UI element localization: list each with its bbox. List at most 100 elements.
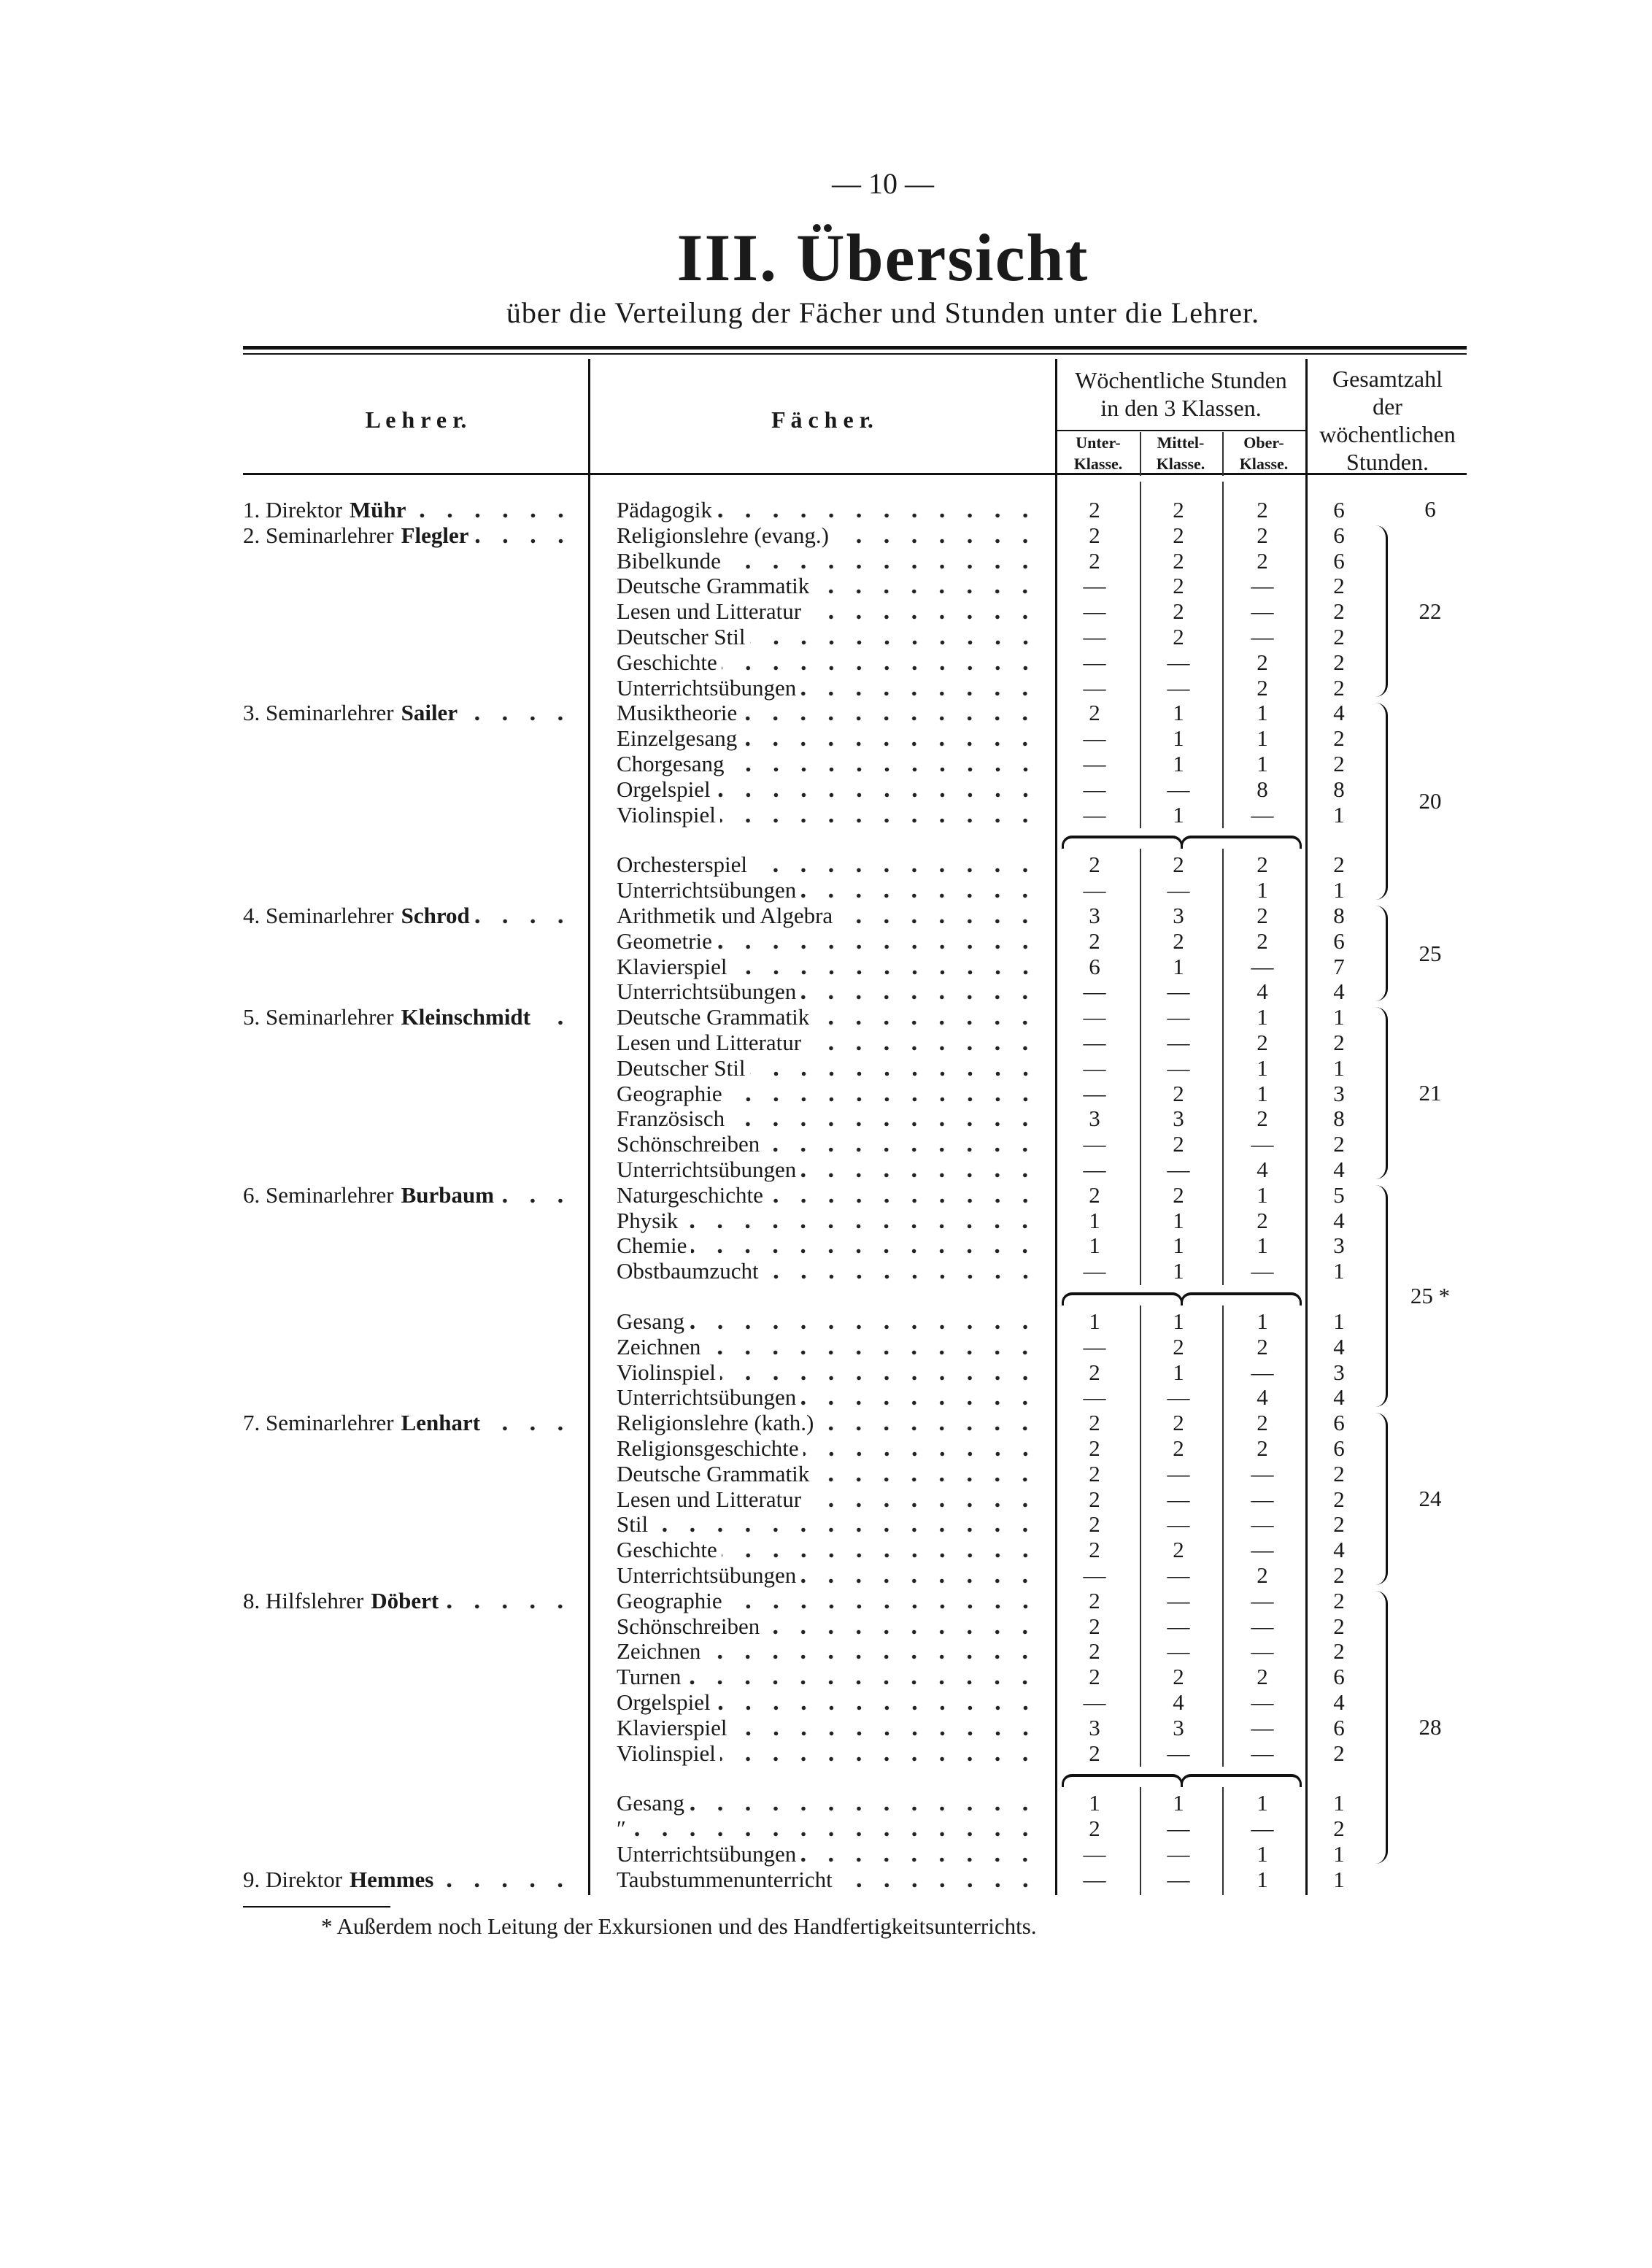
- row-total-cell: 8: [1333, 1106, 1345, 1132]
- row-total-cell: 4: [1333, 1384, 1345, 1411]
- table-row: Violinspiel — 1 — 1: [0, 801, 1652, 828]
- hours-lower-cell: 2: [1089, 1664, 1100, 1690]
- teacher-cell: 3. Seminarlehrer Sailer: [243, 700, 579, 726]
- table-row: Bibelkunde 2 2 2 6: [0, 547, 1652, 574]
- dot-leader: [741, 700, 1039, 726]
- hours-upper-cell: 2: [1257, 1333, 1268, 1359]
- table-row: Unterrichtsübungen — — 2 2: [0, 674, 1652, 701]
- subject-cell: Unterrichtsübungen: [617, 979, 1043, 1005]
- table-row: Lesen und Litteratur — — 2 2: [0, 1030, 1652, 1055]
- subject-cell: Lesen und Litteratur: [617, 598, 1043, 625]
- subject-cell: Obstbaumzucht: [617, 1258, 1043, 1284]
- table-row: Deutsche Grammatik — 2 — 2: [0, 573, 1652, 599]
- dot-leader: [763, 1258, 1039, 1284]
- class-lower-line1: Unter-: [1076, 433, 1121, 452]
- hours-upper-cell: 1: [1257, 1841, 1268, 1867]
- subject-cell: Arithmetik und Algebra: [617, 903, 1043, 928]
- row-total-cell: 2: [1333, 1638, 1345, 1665]
- hours-lower-cell: 1: [1089, 1207, 1100, 1233]
- class-column-divider: [1140, 482, 1141, 829]
- teacher-total-brace: [1375, 1590, 1388, 1864]
- dot-leader: [800, 674, 1039, 701]
- dot-leader: [725, 547, 1039, 574]
- row-total-cell: 7: [1333, 953, 1345, 979]
- subject-cell: Zeichnen: [617, 1333, 1043, 1359]
- hours-upper-cell: 2: [1257, 1207, 1268, 1233]
- hours-lower-cell: —: [1083, 1004, 1106, 1030]
- subject-name: Unterrichtsübungen: [617, 877, 797, 903]
- hours-lower-cell: 2: [1089, 547, 1100, 574]
- hours-lower-cell: 2: [1089, 1486, 1100, 1512]
- hours-middle-cell: —: [1167, 776, 1190, 802]
- hours-upper-cell: 1: [1257, 1080, 1268, 1106]
- row-total-cell: 2: [1333, 1816, 1345, 1842]
- hours-middle-cell: —: [1167, 1587, 1190, 1613]
- subject-name: Lesen und Litteratur: [617, 1030, 802, 1055]
- hours-lower-cell: 2: [1089, 1740, 1100, 1766]
- teacher-cell: 1. Direktor Mühr: [243, 497, 579, 522]
- hours-lower-cell: —: [1083, 1562, 1106, 1588]
- dot-leader: [719, 1359, 1039, 1385]
- dot-leader: [726, 1080, 1039, 1106]
- table-row: Unterrichtsübungen — — 1 1: [0, 877, 1652, 903]
- dot-leader: [806, 598, 1039, 625]
- teacher-total: 24: [1419, 1486, 1442, 1511]
- column-divider-subject: [1055, 359, 1057, 1895]
- total-line3: wöchentlichen: [1319, 421, 1456, 447]
- hours-middle-cell: 2: [1173, 1537, 1184, 1563]
- subject-cell: Geschichte: [617, 649, 1043, 675]
- table-row: Turnen 2 2 2 6: [0, 1664, 1652, 1690]
- dot-leader: [764, 1131, 1039, 1157]
- table-row: 4. Seminarlehrer Schrod Arithmetik und Alg…: [0, 903, 1652, 928]
- subject-cell: Musiktheorie: [617, 700, 1043, 726]
- hours-upper-cell: —: [1251, 1638, 1274, 1665]
- hours-upper-cell: 1: [1257, 1004, 1268, 1030]
- hours-lower-cell: 2: [1089, 1613, 1100, 1639]
- dot-leader: [682, 1207, 1039, 1233]
- subject-name: Lesen und Litteratur: [617, 598, 802, 625]
- row-total-cell: 1: [1333, 1308, 1345, 1334]
- teacher-cell: 8. Hilfslehrer Döbert: [243, 1587, 579, 1613]
- dot-leader: [749, 624, 1039, 649]
- subject-name: Bibelkunde: [617, 547, 721, 574]
- dot-leader: [716, 927, 1039, 954]
- page-title: III. Übersicht: [676, 220, 1089, 295]
- teacher-total: 25 *: [1410, 1283, 1451, 1308]
- continuation-brace: [1181, 1774, 1302, 1788]
- header-weekly-1: Wöchentliche Stunden: [1075, 367, 1287, 393]
- hours-middle-cell: 2: [1173, 852, 1184, 878]
- table-row: 3. Seminarlehrer Sailer Musiktheorie 2 1 1 4: [0, 700, 1652, 726]
- subject-name: Lesen und Litteratur: [617, 1486, 802, 1512]
- header-total: Gesamtzahl der wöchentlichen Stunden.: [1308, 365, 1467, 476]
- subject-name: Französisch: [617, 1106, 725, 1132]
- hours-upper-cell: —: [1251, 801, 1274, 828]
- subject-cell: Schönschreiben: [617, 1131, 1043, 1157]
- subject-cell: Zeichnen: [617, 1638, 1043, 1665]
- hours-upper-cell: 1: [1257, 725, 1268, 752]
- hours-lower-cell: 3: [1089, 1714, 1100, 1740]
- table-row: Geometrie 2 2 2 6: [0, 927, 1652, 954]
- subject-name: Turnen: [617, 1664, 682, 1690]
- subject-name: Geographie: [617, 1587, 722, 1613]
- continuation-brace: [1062, 1774, 1183, 1788]
- dot-leader: [752, 852, 1039, 878]
- hours-middle-cell: 2: [1173, 1333, 1184, 1359]
- hours-upper-cell: 1: [1257, 1233, 1268, 1259]
- row-total-cell: 2: [1333, 1030, 1345, 1055]
- teacher-name: Mühr: [350, 497, 406, 522]
- dot-leader: [800, 1562, 1039, 1588]
- table-row: Geschichte — — 2 2: [0, 649, 1652, 675]
- subject-cell: Unterrichtsübungen: [617, 1841, 1043, 1867]
- subject-name: Gesang: [617, 1308, 684, 1334]
- table-row: Violinspiel 2 1 — 3: [0, 1359, 1652, 1385]
- subject-name: Religionsgeschichte: [617, 1435, 799, 1461]
- hours-middle-cell: 1: [1173, 751, 1184, 776]
- hours-middle-cell: 1: [1173, 1790, 1184, 1816]
- continuation-brace: [1181, 836, 1302, 849]
- teacher-cell: 2. Seminarlehrer Flegler: [243, 522, 579, 548]
- dot-leader: [705, 1638, 1039, 1665]
- hours-lower-cell: —: [1083, 725, 1106, 752]
- hours-upper-cell: —: [1251, 1511, 1274, 1538]
- table-row: 5. Seminarlehrer Kleinschmidt Deutsche Gra…: [0, 1004, 1652, 1030]
- hours-lower-cell: —: [1083, 674, 1106, 701]
